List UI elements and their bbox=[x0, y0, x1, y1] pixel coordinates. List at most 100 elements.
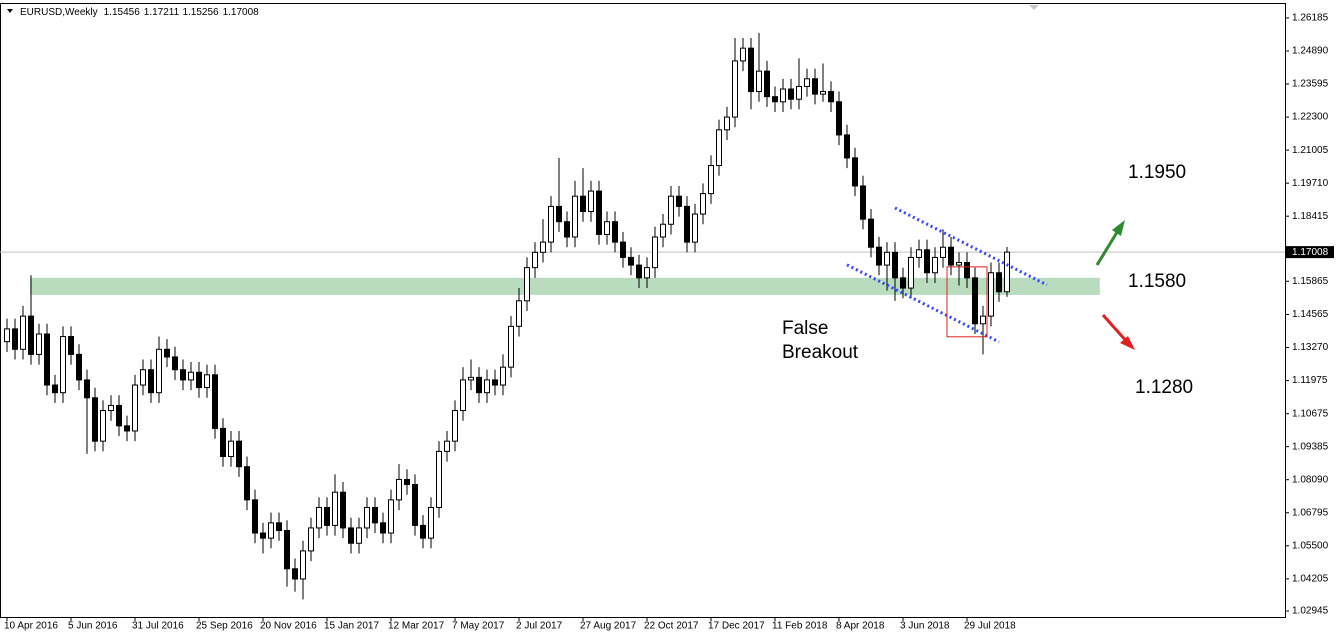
x-tick-label: 22 Oct 2017 bbox=[644, 621, 699, 632]
level-label: 1.1280 bbox=[1135, 377, 1193, 398]
candle-body bbox=[612, 221, 618, 243]
annotation-text: False bbox=[782, 318, 828, 339]
candle-body bbox=[316, 507, 322, 529]
y-tick-label: 1.21005 bbox=[1292, 145, 1329, 156]
x-tick-label: 29 Jul 2018 bbox=[964, 621, 1016, 632]
candle-body bbox=[508, 325, 514, 368]
price-marker-label: 1.17008 bbox=[1292, 247, 1329, 258]
breakout-box bbox=[946, 266, 988, 338]
candle-body bbox=[516, 300, 522, 327]
candle-body bbox=[708, 165, 714, 195]
candle-body bbox=[892, 251, 898, 279]
candle-body bbox=[460, 379, 466, 412]
candle-body bbox=[764, 70, 770, 98]
candle-body bbox=[12, 328, 18, 350]
candle-body bbox=[164, 348, 170, 358]
x-tick-label: 17 Dec 2017 bbox=[708, 621, 765, 632]
candle-body bbox=[620, 241, 626, 258]
candle-body bbox=[644, 267, 650, 279]
y-tick-label: 1.15865 bbox=[1292, 276, 1329, 287]
candle-body bbox=[60, 336, 66, 394]
x-tick-label: 20 Nov 2016 bbox=[260, 621, 317, 632]
candle-body bbox=[292, 568, 298, 580]
x-tick-label: 31 Jul 2016 bbox=[132, 621, 184, 632]
candle-body bbox=[124, 425, 130, 432]
candle-body bbox=[116, 404, 122, 427]
price-marker bbox=[1286, 246, 1334, 259]
candle-body bbox=[388, 499, 394, 534]
candle-body bbox=[476, 376, 482, 394]
candle-body bbox=[788, 88, 794, 100]
y-tick-label: 1.02945 bbox=[1292, 606, 1329, 617]
candle-body bbox=[284, 529, 290, 570]
x-tick-label: 25 Sep 2016 bbox=[196, 621, 253, 632]
candle-body bbox=[940, 246, 946, 258]
candle-body bbox=[676, 195, 682, 207]
candle-body bbox=[44, 333, 50, 386]
channel-line bbox=[846, 263, 1000, 344]
candle-body bbox=[132, 384, 138, 432]
annotation-text: Breakout bbox=[782, 342, 859, 363]
x-tick-label: 5 Jun 2016 bbox=[68, 621, 118, 632]
candle-body bbox=[468, 376, 474, 381]
candle-body bbox=[660, 223, 666, 238]
candle-body bbox=[724, 116, 730, 131]
y-tick-label: 1.09385 bbox=[1292, 441, 1329, 452]
candle-body bbox=[956, 262, 962, 266]
candle-body bbox=[636, 264, 642, 279]
y-tick-label: 1.13270 bbox=[1292, 342, 1329, 353]
y-tick-label: 1.08090 bbox=[1292, 474, 1329, 485]
candle-body bbox=[92, 397, 98, 442]
candle-body bbox=[380, 522, 386, 534]
candle-body bbox=[932, 256, 938, 274]
candle-body bbox=[796, 85, 802, 100]
candle-body bbox=[28, 315, 34, 355]
down-arrow bbox=[1101, 314, 1135, 350]
menu-triangle[interactable] bbox=[7, 9, 13, 13]
candle-body bbox=[348, 527, 354, 544]
candle-body bbox=[532, 251, 538, 269]
candle-body bbox=[140, 369, 146, 386]
channel-line bbox=[894, 206, 1048, 287]
x-tick-label: 10 Apr 2016 bbox=[4, 621, 58, 632]
candle-body bbox=[308, 527, 314, 552]
candle-body bbox=[548, 205, 554, 243]
candle-body bbox=[908, 256, 914, 289]
candle-body bbox=[804, 78, 810, 87]
candle-body bbox=[220, 427, 226, 457]
y-tick-label: 1.22300 bbox=[1292, 112, 1329, 123]
candle-body bbox=[588, 190, 594, 212]
candle-body bbox=[84, 379, 90, 399]
candle-body bbox=[404, 478, 410, 486]
candle-body bbox=[916, 249, 922, 258]
close-value: 1.17008 bbox=[223, 7, 260, 18]
candle-body bbox=[860, 185, 866, 220]
candle-body bbox=[700, 193, 706, 215]
candle-body bbox=[108, 404, 114, 412]
candle-body bbox=[356, 527, 362, 544]
x-tick-label: 7 May 2017 bbox=[452, 621, 505, 632]
candle-body bbox=[556, 205, 562, 223]
candle-body bbox=[484, 379, 490, 394]
candle-body bbox=[980, 315, 986, 325]
candle-body bbox=[212, 374, 218, 429]
candle-body bbox=[716, 129, 722, 167]
candle-body bbox=[844, 134, 850, 159]
candle-body bbox=[444, 440, 450, 452]
candle-body bbox=[772, 96, 778, 103]
candle-body bbox=[988, 272, 994, 317]
chart-layer: 1.26185 1.24890 1.23595 1.22300 1.21005 1.197… bbox=[0, 13, 1334, 632]
candle-body bbox=[236, 440, 242, 468]
candle-body bbox=[996, 272, 1002, 293]
candle-body bbox=[604, 221, 610, 235]
candle-body bbox=[372, 507, 378, 524]
plot-frame bbox=[0, 3, 1286, 618]
y-tick-label: 1.06795 bbox=[1292, 507, 1329, 518]
candle-body bbox=[36, 333, 42, 355]
high-value: 1.17211 bbox=[144, 7, 180, 18]
candle-body bbox=[540, 241, 546, 253]
candle-body bbox=[300, 550, 306, 580]
candle-body bbox=[740, 47, 746, 62]
